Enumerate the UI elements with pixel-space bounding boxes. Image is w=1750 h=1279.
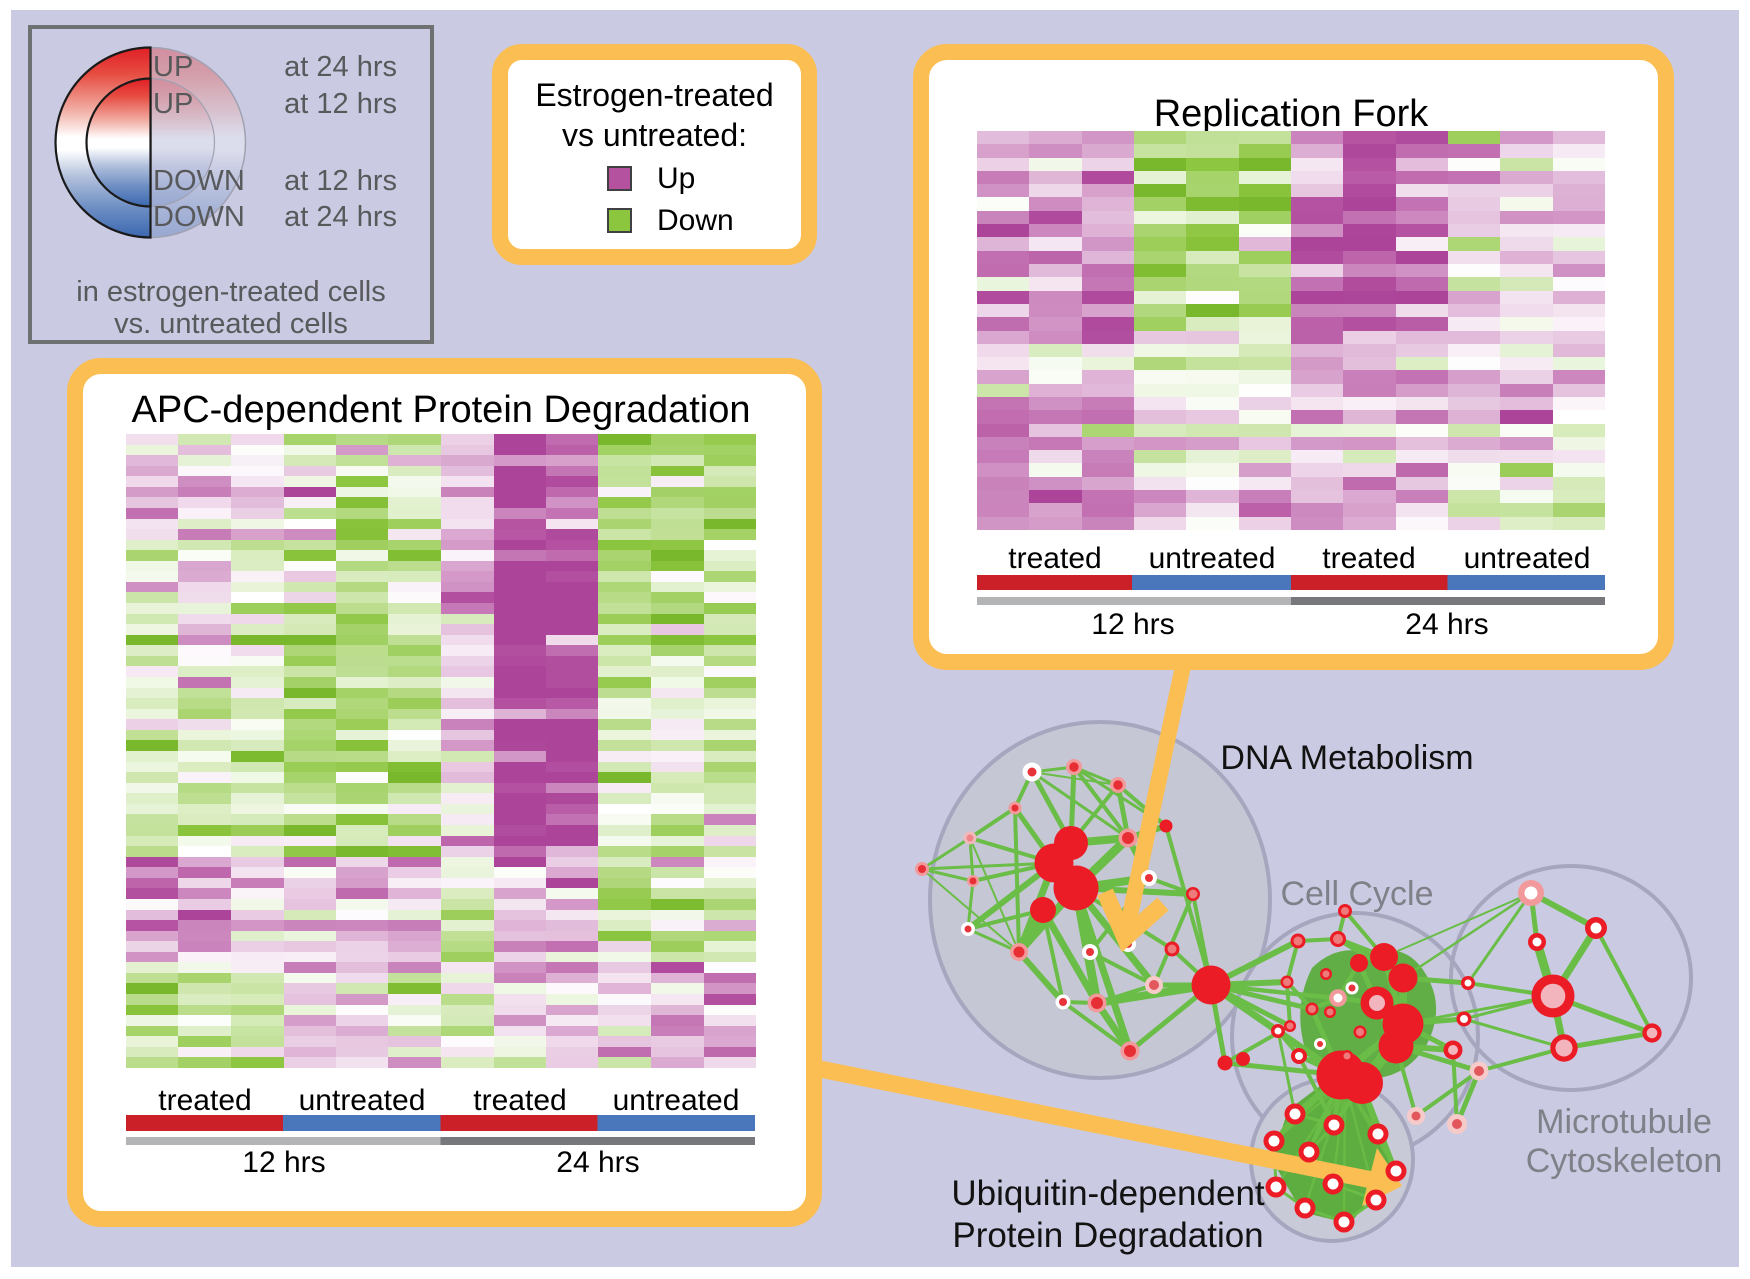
svg-text:Microtubule: Microtubule — [1536, 1103, 1712, 1141]
svg-text:Ubiquitin-dependent: Ubiquitin-dependent — [951, 1174, 1265, 1213]
svg-text:Cytoskeleton: Cytoskeleton — [1526, 1142, 1723, 1180]
svg-text:Cell Cycle: Cell Cycle — [1280, 875, 1433, 913]
svg-text:DNA Metabolism: DNA Metabolism — [1220, 739, 1473, 777]
svg-text:Protein Degradation: Protein Degradation — [952, 1216, 1263, 1255]
